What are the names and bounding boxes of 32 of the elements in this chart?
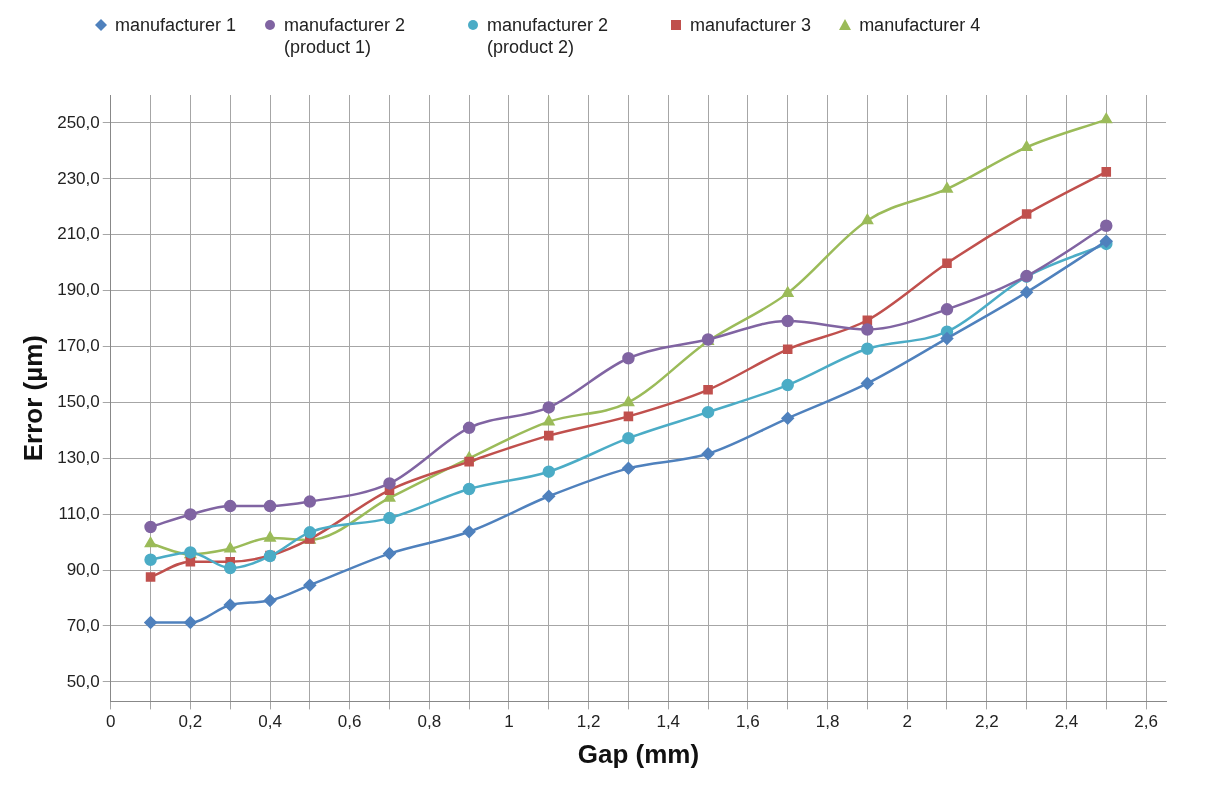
y-tick-label: 130,0 — [57, 447, 100, 467]
x-axis-title: Gap (mm) — [577, 738, 700, 769]
legend-label: manufacturer 2 (product 2) — [487, 14, 610, 58]
y-tick-label: 50,0 — [66, 671, 100, 691]
x-tick-label: 0,4 — [258, 712, 282, 732]
y-tick-label: 170,0 — [57, 336, 100, 356]
x-tick-label: 0,2 — [178, 712, 203, 732]
x-tick-label: 2,4 — [1054, 712, 1079, 732]
x-tick-label: 1 — [504, 712, 514, 732]
y-axis-title: Error (µm) — [17, 335, 48, 462]
y-tick-label: 210,0 — [57, 224, 100, 244]
x-tick-label: 0,6 — [337, 712, 362, 732]
y-tick-label: 190,0 — [57, 280, 100, 300]
y-tick-label: 150,0 — [57, 392, 100, 412]
x-tick-label: 0 — [106, 712, 116, 732]
x-tick-label: 2,6 — [1134, 712, 1158, 732]
x-tick-label: 1,6 — [736, 712, 760, 732]
legend-label: manufacturer 2 (product 1) — [284, 14, 407, 58]
y-tick-label: 90,0 — [66, 559, 100, 579]
y-tick-label: 70,0 — [66, 615, 100, 635]
y-tick-label: 250,0 — [57, 112, 100, 132]
legend-label: manufacturer 4 — [859, 14, 981, 36]
legend-label: manufacturer 3 — [690, 14, 812, 36]
x-tick-label: 0,8 — [417, 712, 442, 732]
x-tick-label: 1,2 — [576, 712, 601, 732]
legend-label: manufacturer 1 — [115, 14, 237, 36]
x-tick-label: 1,8 — [815, 712, 840, 732]
y-tick-label: 110,0 — [58, 503, 100, 523]
x-tick-label: 2,2 — [974, 712, 999, 732]
x-tick-label: 2 — [902, 712, 912, 732]
x-tick-label: 1,4 — [656, 712, 681, 732]
y-tick-label: 230,0 — [57, 168, 100, 188]
